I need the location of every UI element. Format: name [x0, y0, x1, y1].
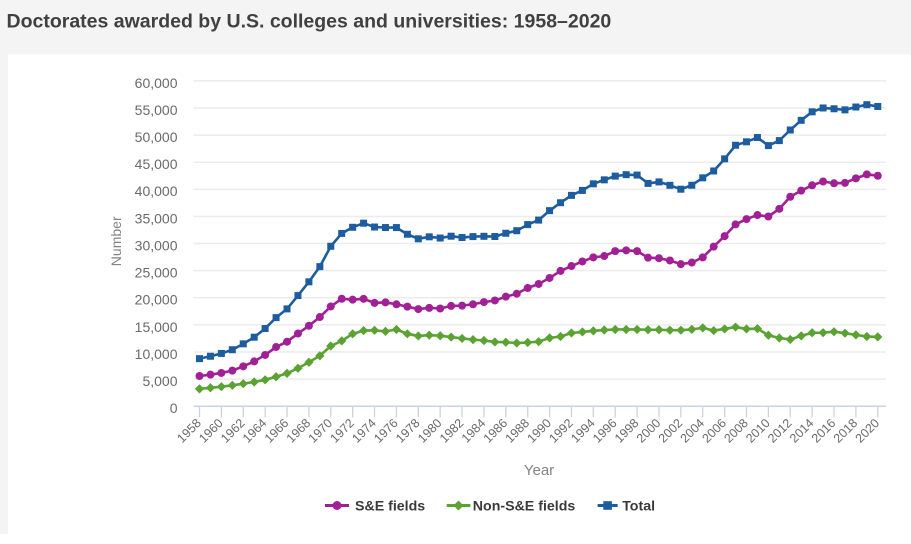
svg-text:Number: Number — [108, 216, 124, 266]
svg-text:55,000: 55,000 — [135, 102, 178, 118]
svg-text:Total: Total — [622, 499, 655, 515]
svg-text:20,000: 20,000 — [135, 292, 178, 308]
svg-text:0: 0 — [170, 400, 178, 416]
svg-text:S&E fields: S&E fields — [355, 499, 425, 515]
svg-text:Doctorates awarded by U.S. col: Doctorates awarded by U.S. colleges and … — [7, 11, 612, 33]
svg-text:5,000: 5,000 — [142, 373, 177, 389]
svg-text:50,000: 50,000 — [135, 129, 178, 145]
svg-text:Non-S&E fields: Non-S&E fields — [473, 499, 576, 515]
svg-text:15,000: 15,000 — [135, 319, 178, 335]
svg-text:25,000: 25,000 — [135, 265, 178, 281]
svg-text:30,000: 30,000 — [135, 237, 178, 253]
svg-text:35,000: 35,000 — [135, 210, 178, 226]
svg-text:Year: Year — [524, 462, 554, 479]
svg-text:10,000: 10,000 — [135, 346, 178, 362]
svg-text:45,000: 45,000 — [135, 156, 178, 172]
svg-text:40,000: 40,000 — [135, 183, 178, 199]
svg-text:60,000: 60,000 — [135, 75, 178, 91]
